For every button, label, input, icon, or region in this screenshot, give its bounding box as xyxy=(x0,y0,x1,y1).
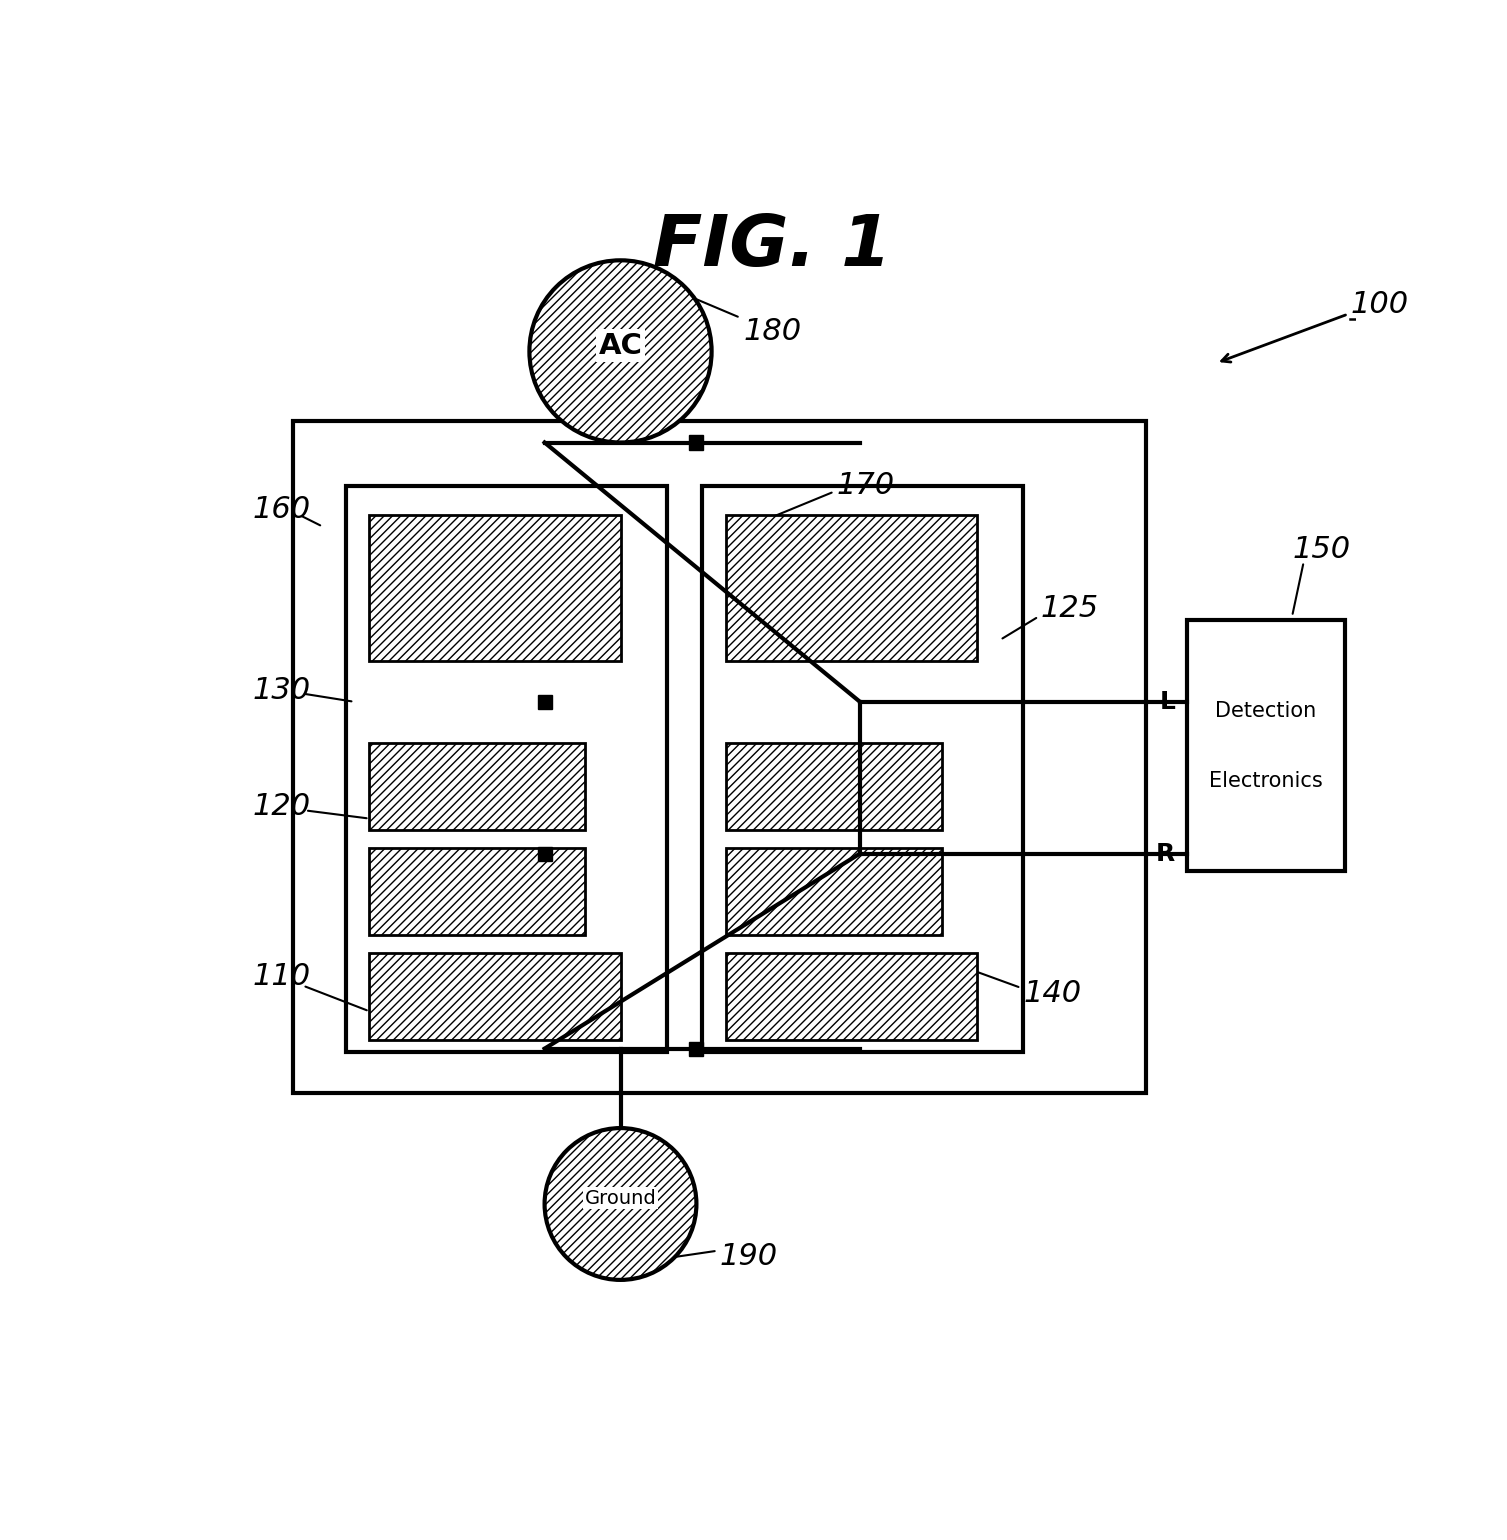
Bar xyxy=(726,514,977,661)
Bar xyxy=(369,742,585,830)
Text: 130: 130 xyxy=(253,676,310,705)
Text: FIG. 1: FIG. 1 xyxy=(653,213,892,280)
Text: 180: 180 xyxy=(683,293,802,345)
Bar xyxy=(347,485,668,1052)
Text: AC: AC xyxy=(598,331,642,359)
Text: 140: 140 xyxy=(1023,979,1082,1009)
Text: Ground: Ground xyxy=(585,1189,657,1207)
Text: 100: 100 xyxy=(1350,290,1409,319)
Bar xyxy=(689,436,704,450)
Bar xyxy=(1188,621,1344,872)
Bar xyxy=(538,695,552,708)
Bar xyxy=(369,953,621,1041)
Bar xyxy=(726,849,942,935)
Circle shape xyxy=(544,1129,696,1280)
Bar xyxy=(538,847,552,861)
Text: 125: 125 xyxy=(1041,594,1099,622)
Bar xyxy=(369,514,621,661)
Text: 190: 190 xyxy=(720,1243,778,1270)
Bar xyxy=(689,1041,704,1055)
Circle shape xyxy=(529,260,711,442)
Text: Electronics: Electronics xyxy=(1209,770,1323,790)
Text: R: R xyxy=(1156,842,1175,865)
Text: L: L xyxy=(1159,690,1175,713)
Bar xyxy=(726,953,977,1041)
Text: 170: 170 xyxy=(836,471,895,501)
Bar xyxy=(294,422,1145,1093)
Text: 120: 120 xyxy=(253,793,310,821)
Text: Detection: Detection xyxy=(1215,701,1317,721)
Bar xyxy=(726,742,942,830)
Bar xyxy=(369,849,585,935)
Text: 160: 160 xyxy=(253,494,310,524)
Text: 110: 110 xyxy=(253,962,310,990)
Bar xyxy=(702,485,1023,1052)
Text: 150: 150 xyxy=(1291,536,1350,565)
